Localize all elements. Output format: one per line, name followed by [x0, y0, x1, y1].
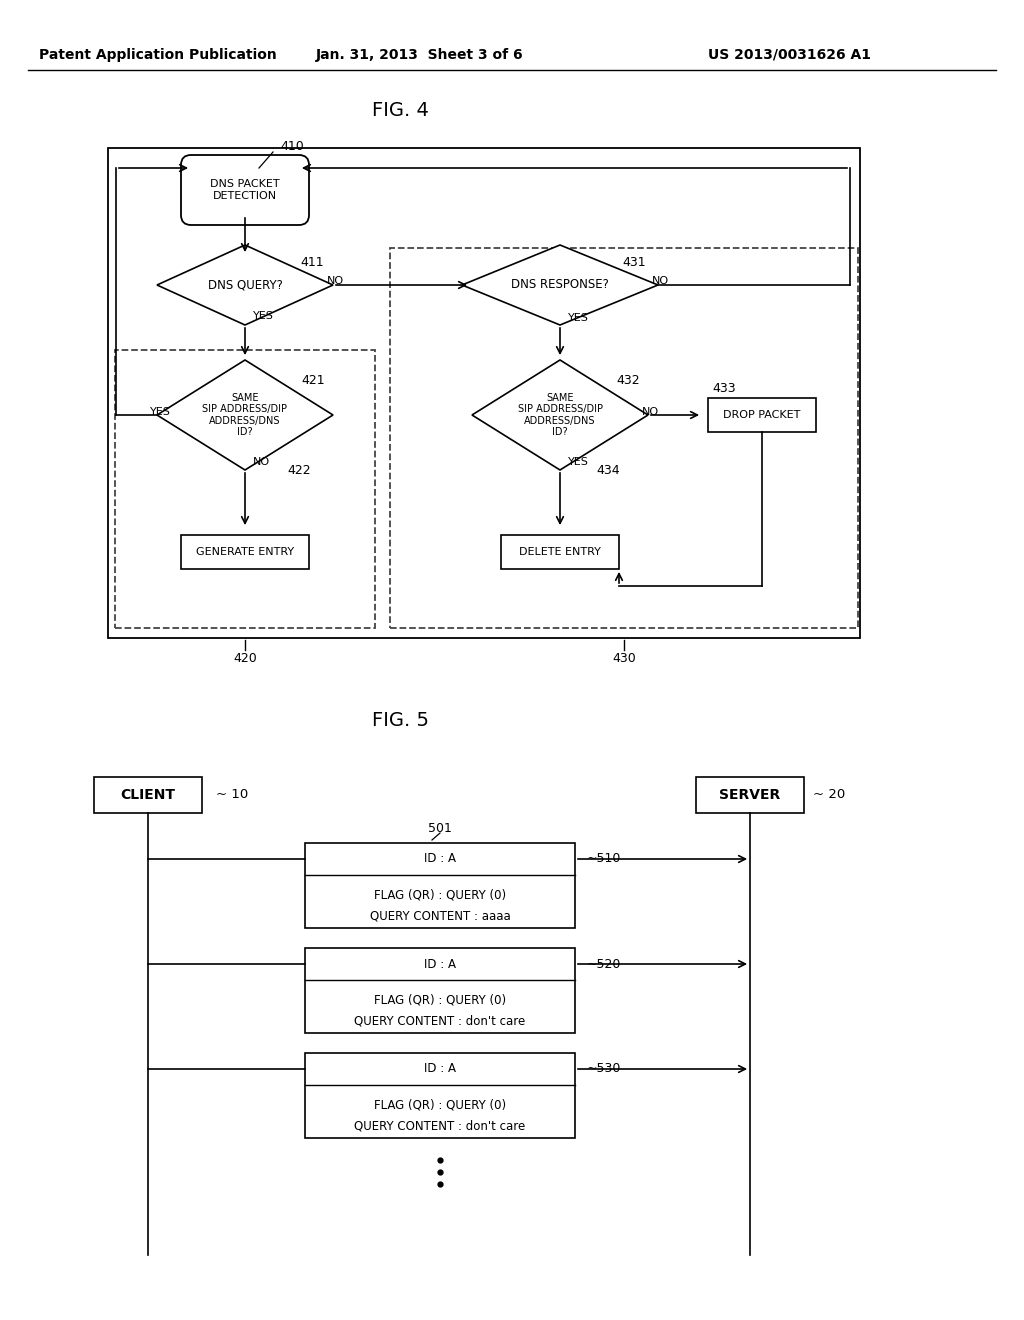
Text: 432: 432	[616, 374, 640, 387]
Text: NO: NO	[327, 276, 344, 286]
Bar	[501, 535, 618, 569]
Bar	[115, 350, 375, 628]
Text: QUERY CONTENT : aaaa: QUERY CONTENT : aaaa	[370, 909, 510, 923]
Text: CLIENT: CLIENT	[121, 788, 175, 803]
Text: YES: YES	[568, 457, 589, 467]
Text: 431: 431	[622, 256, 645, 268]
Polygon shape	[472, 360, 648, 470]
Text: SAME
SIP ADDRESS/DIP
ADDRESS/DNS
ID?: SAME SIP ADDRESS/DIP ADDRESS/DNS ID?	[517, 392, 602, 437]
Text: SERVER: SERVER	[720, 788, 780, 803]
Text: FLAG (QR) : QUERY (0): FLAG (QR) : QUERY (0)	[374, 1098, 506, 1111]
Text: Patent Application Publication: Patent Application Publication	[39, 48, 276, 62]
Polygon shape	[462, 246, 658, 325]
Text: 433: 433	[712, 381, 735, 395]
Text: 410: 410	[280, 140, 304, 153]
Text: DNS RESPONSE?: DNS RESPONSE?	[511, 279, 609, 292]
Text: YES: YES	[150, 407, 171, 417]
Bar	[305, 843, 575, 928]
Bar	[94, 777, 202, 813]
Text: ~530: ~530	[587, 1063, 622, 1076]
Text: 411: 411	[300, 256, 324, 268]
Text: DELETE ENTRY: DELETE ENTRY	[519, 546, 601, 557]
Bar	[181, 535, 309, 569]
Polygon shape	[157, 246, 333, 325]
Text: ID : A: ID : A	[424, 853, 456, 866]
Text: DROP PACKET: DROP PACKET	[723, 411, 801, 420]
Bar	[390, 248, 858, 628]
Text: YES: YES	[253, 312, 273, 321]
Text: FLAG (QR) : QUERY (0): FLAG (QR) : QUERY (0)	[374, 888, 506, 902]
Text: ID : A: ID : A	[424, 957, 456, 970]
Text: NO: NO	[253, 457, 270, 467]
Text: ~ 20: ~ 20	[813, 788, 845, 801]
Text: QUERY CONTENT : don't care: QUERY CONTENT : don't care	[354, 1119, 525, 1133]
Polygon shape	[157, 360, 333, 470]
Text: DNS PACKET
DETECTION: DNS PACKET DETECTION	[210, 180, 280, 201]
Text: ~510: ~510	[587, 853, 622, 866]
Text: 434: 434	[596, 463, 620, 477]
Text: 421: 421	[301, 374, 325, 387]
Text: GENERATE ENTRY: GENERATE ENTRY	[196, 546, 294, 557]
Bar	[708, 399, 816, 432]
Text: 420: 420	[233, 652, 257, 664]
Bar	[696, 777, 804, 813]
Text: US 2013/0031626 A1: US 2013/0031626 A1	[709, 48, 871, 62]
Text: FLAG (QR) : QUERY (0): FLAG (QR) : QUERY (0)	[374, 994, 506, 1006]
Text: YES: YES	[568, 313, 589, 323]
Text: ID : A: ID : A	[424, 1063, 456, 1076]
Text: QUERY CONTENT : don't care: QUERY CONTENT : don't care	[354, 1015, 525, 1027]
Bar	[305, 948, 575, 1034]
Text: SAME
SIP ADDRESS/DIP
ADDRESS/DNS
ID?: SAME SIP ADDRESS/DIP ADDRESS/DNS ID?	[203, 392, 288, 437]
Text: FIG. 4: FIG. 4	[372, 100, 428, 120]
Text: NO: NO	[652, 276, 669, 286]
Text: 501: 501	[428, 821, 452, 834]
Text: ~ 10: ~ 10	[216, 788, 248, 801]
Text: FIG. 5: FIG. 5	[372, 710, 428, 730]
Bar	[305, 1053, 575, 1138]
FancyBboxPatch shape	[181, 154, 309, 224]
Text: DNS QUERY?: DNS QUERY?	[208, 279, 283, 292]
Text: NO: NO	[642, 407, 659, 417]
Text: 430: 430	[612, 652, 636, 664]
Text: 422: 422	[287, 463, 310, 477]
Text: Jan. 31, 2013  Sheet 3 of 6: Jan. 31, 2013 Sheet 3 of 6	[316, 48, 524, 62]
Bar	[108, 148, 860, 638]
Text: ~520: ~520	[587, 957, 622, 970]
